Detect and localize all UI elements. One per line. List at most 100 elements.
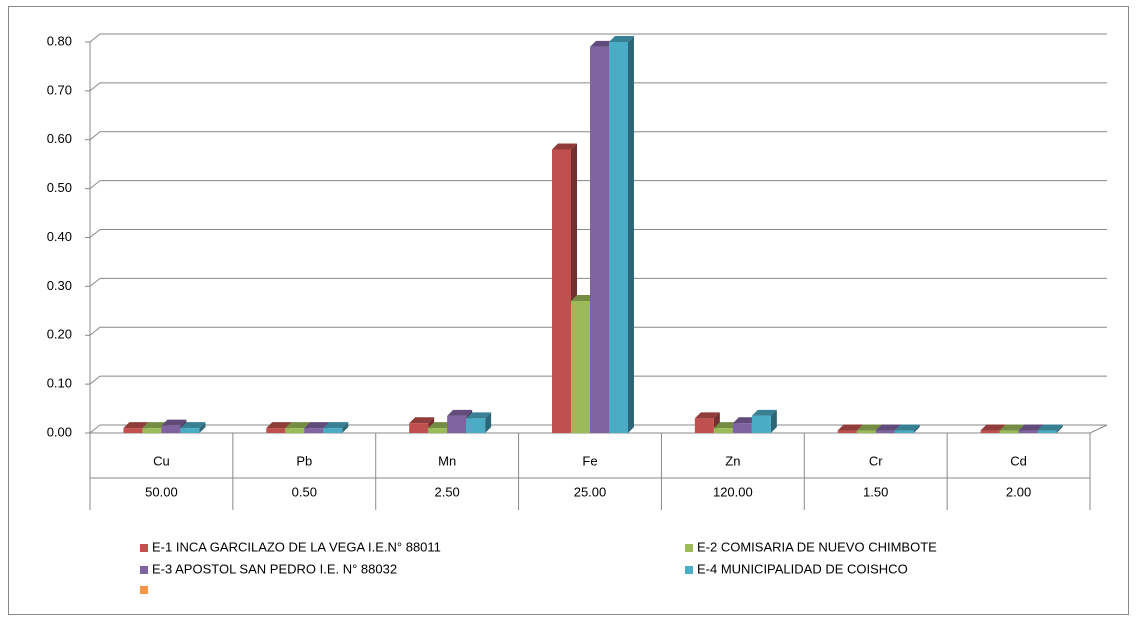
bar-top [447, 409, 473, 416]
y-tick-label: 0.80 [47, 33, 72, 48]
bar-top [751, 409, 777, 416]
grid-line [89, 33, 1107, 43]
y-tick-label: 0.10 [47, 376, 72, 391]
bar [180, 428, 200, 433]
bar-top [142, 422, 168, 429]
bar-top [980, 424, 1006, 431]
bar-top [409, 417, 435, 424]
grid-line [89, 82, 1107, 92]
bar-top [428, 422, 454, 429]
x-tick-label: Mn [438, 453, 456, 468]
legend-label: E-4 MUNICIPALIDAD DE COISHCO [697, 561, 908, 576]
y-tick-label: 0.20 [47, 327, 72, 342]
bar [713, 428, 733, 433]
bar [304, 428, 324, 433]
bar-top [304, 422, 330, 429]
bar [323, 428, 343, 433]
grid-line [89, 229, 1107, 238]
bar-top [732, 417, 758, 424]
bar-top [552, 143, 577, 150]
bar-top [571, 295, 596, 302]
bar-side [628, 36, 634, 433]
bar-side [770, 409, 777, 433]
bar [694, 418, 714, 433]
bar [466, 418, 486, 433]
legend-label: E-1 INCA GARCILAZO DE LA VEGA I.E.N° 880… [152, 539, 441, 554]
grid-line [89, 326, 1107, 336]
bar-top [856, 424, 882, 431]
x-sublabel: 50.00 [145, 484, 178, 499]
bar [142, 428, 162, 433]
bar [161, 425, 181, 433]
bar-side [342, 422, 349, 433]
bar [447, 415, 467, 433]
bar [751, 415, 771, 433]
bar [999, 430, 1019, 433]
bar [428, 428, 448, 433]
bar [980, 430, 1000, 433]
legend-swatch [140, 566, 148, 574]
bar-top [123, 422, 149, 429]
y-tick-label: 0.50 [47, 180, 72, 195]
y-tick-label: 0.30 [47, 278, 72, 293]
bar-top [180, 422, 206, 429]
x-sublabel: 25.00 [574, 484, 607, 499]
bar-top [466, 412, 492, 419]
bar-side [199, 422, 206, 433]
bar [732, 423, 752, 433]
legend-swatch [685, 544, 693, 552]
x-tick-label: Pb [296, 453, 312, 468]
grid-line [89, 180, 1107, 190]
y-tick-label: 0.00 [47, 424, 72, 439]
bar [875, 430, 895, 433]
bar-top [285, 422, 311, 429]
y-tick-label: 0.60 [47, 131, 72, 146]
bar [266, 428, 286, 433]
bar-top [609, 36, 634, 42]
grid-line [89, 131, 1107, 141]
bar [409, 423, 429, 433]
bar [894, 430, 914, 433]
bar [856, 430, 876, 433]
bar-top [894, 424, 920, 431]
bar-top [999, 424, 1025, 431]
bar-side [485, 412, 492, 433]
bar-top [713, 422, 739, 429]
bar [571, 301, 590, 433]
bar-top [1018, 424, 1044, 431]
bar-side [913, 424, 920, 433]
bar [1037, 430, 1057, 433]
x-tick-label: Cr [869, 453, 883, 468]
bar-top [1037, 424, 1063, 431]
legend-label: E-3 APOSTOL SAN PEDRO I.E. N° 88032 [152, 561, 397, 576]
legend-swatch [140, 586, 148, 594]
grid-line [89, 375, 1107, 385]
bar-top [323, 422, 349, 429]
bar [285, 428, 305, 433]
bar [609, 42, 628, 433]
x-tick-label: Zn [725, 453, 740, 468]
x-tick-label: Cu [153, 453, 170, 468]
bar-side [1056, 424, 1063, 433]
y-tick-label: 0.40 [47, 229, 72, 244]
legend-swatch [685, 566, 693, 574]
x-sublabel: 2.00 [1006, 484, 1031, 499]
y-tick-label: 0.70 [47, 82, 72, 97]
bar [590, 46, 609, 433]
x-sublabel: 120.00 [713, 484, 753, 499]
bar [552, 149, 571, 433]
bar-top [590, 40, 615, 47]
legend-swatch [140, 544, 148, 552]
bar-top [694, 412, 720, 419]
bar-top [837, 424, 863, 431]
grid-line [89, 277, 1107, 287]
x-tick-label: Cd [1010, 453, 1027, 468]
bar-top [266, 422, 292, 429]
bar-top [875, 424, 901, 431]
legend-label: E-2 COMISARIA DE NUEVO CHIMBOTE [697, 539, 937, 554]
bar [123, 428, 143, 433]
x-sublabel: 0.50 [292, 484, 317, 499]
bar-top [161, 419, 187, 426]
x-sublabel: 2.50 [434, 484, 459, 499]
